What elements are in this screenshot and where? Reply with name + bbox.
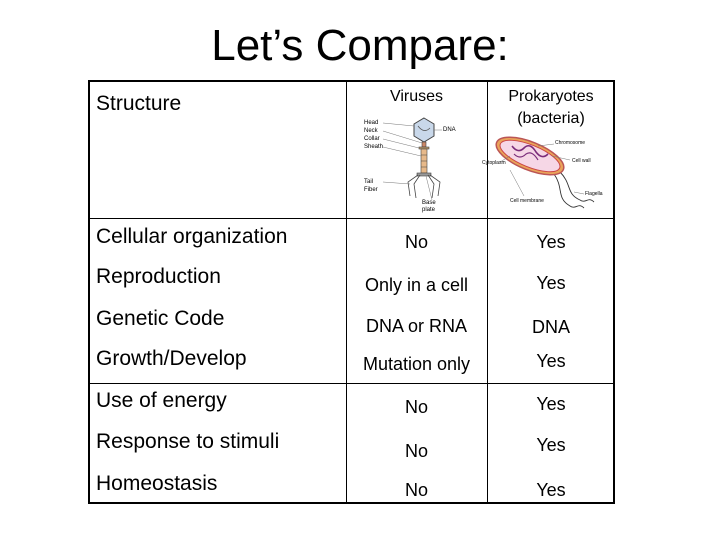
row-structure-cellular-organization: Cellular organization [96,225,288,248]
row-viruses-growth: Mutation only [362,354,471,374]
virus-label-base-plate: Base plate [422,200,436,213]
row-structure-growth: Growth/Develop [96,347,247,370]
prokaryotes-header: Prokaryotes (bacteria) [487,88,615,128]
row-structure-genetic-code: Genetic Code [96,307,225,330]
row-prokaryotes-homeostasis: Yes [536,480,566,500]
row-structure-homeostasis: Homeostasis [96,472,218,495]
row-structure-use-of-energy: Use of energy [96,389,227,412]
row-divider [90,383,613,384]
virus-label-collar: Collar [364,136,380,142]
virus-label-sheath: Sheath [364,144,384,150]
viruses-header: Viruses [389,88,444,105]
bacterium-diagram: Chromosome Cytoplasm Flagella Cell membr… [482,134,614,214]
virus-label-head: Head [364,120,379,126]
row-structure-reproduction: Reproduction [96,265,221,288]
row-viruses-reproduction: Only in a cell [364,275,469,295]
bacteria-label-cell-membrane: Cell membrane [510,198,544,204]
row-prokaryotes-growth: Yes [536,351,566,371]
row-prokaryotes-use-of-energy: Yes [536,394,566,414]
virus-label-neck: Neck [364,128,378,134]
row-structure-response-to-stimuli: Response to stimuli [96,430,280,453]
comparison-table: Structure Viruses Prokaryotes (bacteria) [88,80,615,504]
bacteria-label-cytoplasm: Cytoplasm [482,160,506,166]
row-viruses-genetic-code: DNA or RNA [365,316,468,336]
bacteria-label-chromosome: Chromosome [555,140,586,146]
row-viruses-use-of-energy: No [404,397,428,417]
column-divider [487,82,488,502]
structure-header: Structure [96,92,182,115]
virus-label-dna: DNA [443,127,456,133]
bacteria-label-cell-wall: Cell wall [572,158,591,164]
row-viruses-response-to-stimuli: No [404,441,428,461]
row-prokaryotes-reproduction: Yes [536,273,566,293]
row-viruses-homeostasis: No [404,480,428,500]
row-prokaryotes-response-to-stimuli: Yes [536,435,566,455]
prokaryotes-header-line2: (bacteria) [517,110,585,127]
row-prokaryotes-cellular-organization: Yes [536,232,566,252]
column-divider [346,82,347,502]
row-prokaryotes-genetic-code: DNA [531,317,570,337]
virus-label-tail-fiber: Tail Fiber [364,179,378,193]
page-title: Let’s Compare: [211,21,509,70]
row-viruses-cellular-organization: No [404,232,428,252]
bacteria-label-flagella: Flagella [585,191,603,197]
prokaryotes-header-line1: Prokaryotes [508,88,594,105]
bacteriophage-diagram: Head Neck Collar Sheath Tail Fiber DNA B… [364,114,470,216]
row-divider [90,218,613,219]
